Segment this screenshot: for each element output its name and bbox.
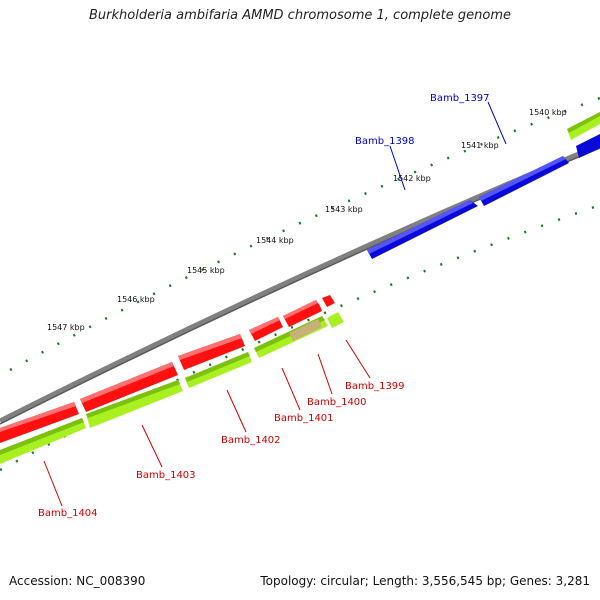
gene-bamb-next[interactable] [576,134,600,158]
tick-label-1543: 1543 kbp [325,205,363,214]
tick-label-1544: 1544 kbp [256,236,294,245]
tick-row-outer [9,96,600,372]
tick-label-1546: 1546 kbp [117,295,155,304]
cds-feature-inner [0,312,344,464]
gene-bamb-1404[interactable] [0,402,79,443]
tick-label-1545: 1545 kbp [187,266,225,275]
gene-bamb-1402[interactable] [178,334,245,370]
gene-bamb-1400[interactable] [283,300,322,327]
accession-text: Accession: NC_008390 [9,574,146,588]
gene-label-bamb-1401[interactable]: Bamb_1401 [274,413,334,424]
tick-label-1541: 1541 kbp [461,141,499,150]
gene-label-bamb-1400[interactable]: Bamb_1400 [307,397,367,408]
gene-label-bamb-1402[interactable]: Bamb_1402 [221,435,281,446]
gene-label-bamb-1404[interactable]: Bamb_1404 [38,508,98,519]
label-leaders [43,101,507,507]
gene-label-bamb-1398[interactable]: Bamb_1398 [355,136,415,147]
tick-label-1547: 1547 kbp [47,323,85,332]
gene-bamb-1398[interactable] [367,200,478,259]
gene-bamb-1403[interactable] [80,362,178,412]
tick-label-1540: 1540 kbp [529,108,567,117]
tick-label-1542: 1542 kbp [393,174,431,183]
map-title: Burkholderia ambifaria AMMD chromosome 1… [88,8,512,23]
gene-label-bamb-1399[interactable]: Bamb_1399 [345,381,405,392]
gene-label-bamb-1397[interactable]: Bamb_1397 [430,93,490,104]
gene-bamb-1401[interactable] [249,317,283,341]
cds-feature-outer [567,112,600,140]
gene-bamb-1397[interactable] [479,156,569,206]
gene-label-bamb-1403[interactable]: Bamb_1403 [136,470,196,481]
genome-summary-text: Topology: circular; Length: 3,556,545 bp… [260,574,590,588]
gene-bamb-1399[interactable] [322,295,335,307]
